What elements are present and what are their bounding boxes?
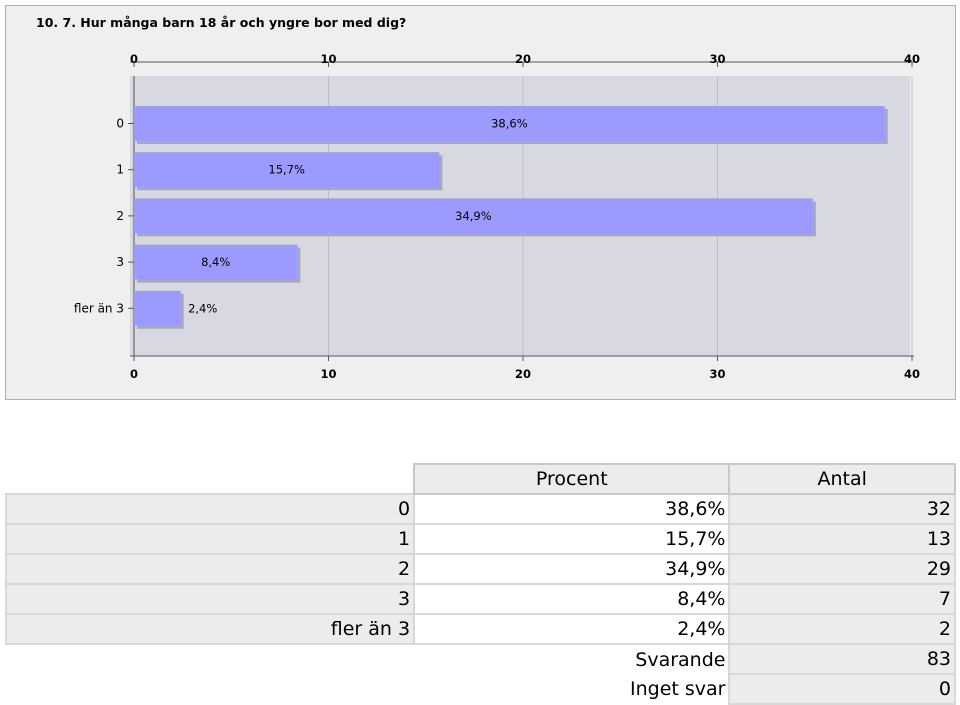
table-row: 0 38,6% 32 — [4, 493, 956, 525]
header-procent: Procent — [413, 463, 731, 495]
category-label: fler än 3 — [74, 301, 124, 315]
footer-label: Inget svar — [414, 674, 730, 704]
category-label: 1 — [116, 163, 124, 177]
footer-count: 83 — [728, 643, 956, 675]
row-count: 2 — [728, 613, 956, 645]
header-antal: Antal — [728, 463, 956, 495]
category-label: 2 — [116, 209, 124, 223]
bar — [134, 244, 298, 280]
footer-spacer — [6, 644, 414, 674]
row-label: 3 — [4, 583, 416, 615]
summary-table: Procent Antal 0 38,6% 32 1 15,7% 13 2 34,9% 29 3 8,4… — [4, 463, 956, 705]
bar — [134, 198, 813, 234]
table-row: fler än 3 2,4% 2 — [4, 613, 956, 645]
category-label: 3 — [116, 255, 124, 269]
row-label: fler än 3 — [4, 613, 416, 645]
x-tick-label: 30 — [709, 52, 725, 66]
row-percent: 2,4% — [413, 613, 731, 645]
bar-chart: 0 10 20 30 40 0 10 20 30 40 0 38,6% 1 15,7% 2 34,9% 3 8,4… — [74, 52, 920, 381]
x-tick-label: 10 — [320, 52, 336, 66]
chart-panel: 10. 7. Hur många barn 18 år och yngre bo… — [5, 5, 956, 400]
data-label: 15,7% — [268, 163, 305, 177]
data-label: 8,4% — [201, 255, 230, 269]
row-label: 2 — [4, 553, 416, 585]
footer-count: 0 — [728, 673, 956, 705]
table-row: 3 8,4% 7 — [4, 583, 956, 615]
table-row: 1 15,7% 13 — [4, 523, 956, 555]
bar — [134, 290, 181, 326]
data-label: 38,6% — [491, 117, 528, 131]
x-tick-label: 0 — [130, 52, 138, 66]
header-spacer — [6, 464, 414, 494]
data-label: 2,4% — [188, 301, 217, 315]
row-count: 29 — [728, 553, 956, 585]
table-footer-row: Svarande 83 — [6, 643, 956, 675]
row-percent: 15,7% — [413, 523, 731, 555]
row-count: 7 — [728, 583, 956, 615]
footer-label: Svarande — [414, 644, 730, 674]
x-tick-label: 30 — [709, 367, 725, 381]
table-footer-row: Inget svar 0 — [6, 673, 956, 705]
row-count: 32 — [728, 493, 956, 525]
x-tick-label: 0 — [130, 367, 138, 381]
bar — [134, 152, 440, 188]
x-tick-label: 20 — [515, 367, 531, 381]
data-label: 34,9% — [455, 209, 492, 223]
x-tick-label: 20 — [515, 52, 531, 66]
row-percent: 38,6% — [413, 493, 731, 525]
table-row: 2 34,9% 29 — [4, 553, 956, 585]
x-tick-label: 10 — [320, 367, 336, 381]
category-label: 0 — [116, 117, 124, 131]
x-tick-label: 40 — [904, 367, 920, 381]
row-percent: 8,4% — [413, 583, 731, 615]
row-label: 1 — [4, 523, 416, 555]
row-count: 13 — [728, 523, 956, 555]
row-label: 0 — [4, 493, 416, 525]
row-percent: 34,9% — [413, 553, 731, 585]
x-tick-label: 40 — [904, 52, 920, 66]
bar — [134, 106, 885, 141]
chart-title: 10. 7. Hur många barn 18 år och yngre bo… — [36, 15, 407, 30]
table-header-row: Procent Antal — [6, 463, 956, 495]
footer-spacer — [6, 674, 414, 704]
